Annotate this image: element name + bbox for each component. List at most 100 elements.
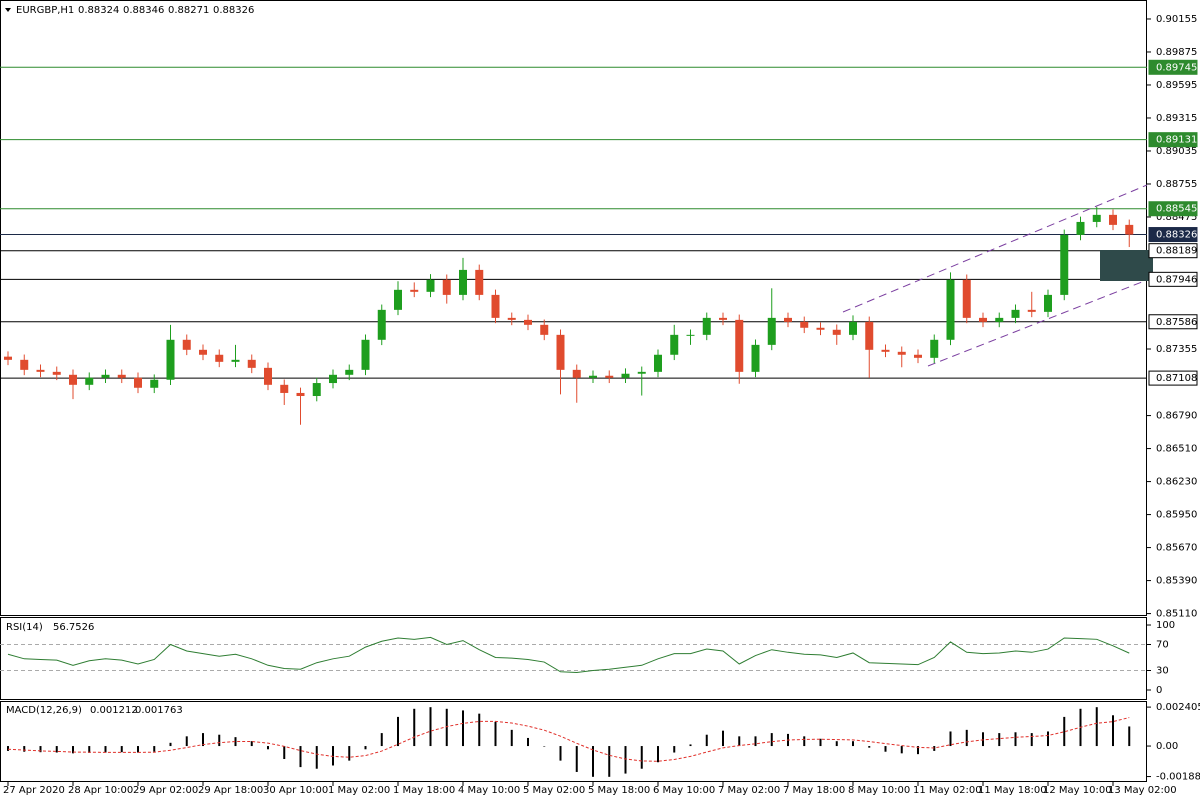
candle-body	[881, 349, 890, 352]
candle-body	[52, 371, 61, 375]
candle-body	[832, 329, 841, 335]
x-tick-label: 5 May 18:00	[588, 785, 650, 796]
macd-bar	[72, 746, 74, 754]
level-label: 0.89131	[1156, 135, 1197, 146]
candle-body	[69, 374, 77, 385]
y-tick-label: -0.001884	[1156, 772, 1200, 783]
x-tick-label: 7 May 02:00	[718, 785, 780, 796]
macd-bar	[835, 741, 838, 747]
macd-bar	[1014, 732, 1017, 747]
macd-signal	[7, 717, 1130, 762]
candle-body	[1092, 214, 1101, 222]
macd-bar	[527, 737, 529, 747]
macd-bar	[88, 746, 91, 753]
level-label-box	[1148, 243, 1198, 259]
macd-bar	[7, 746, 9, 751]
x-tick-label: 29 Apr 18:00	[198, 785, 263, 796]
macd-bar	[39, 746, 42, 753]
macd-bar	[23, 746, 26, 752]
channel-lower	[927, 279, 1148, 367]
candle-body	[117, 374, 126, 378]
macd-bar	[169, 742, 172, 747]
candle-body	[702, 317, 711, 335]
x-tick-label: 5 May 02:00	[523, 785, 585, 796]
x-tick-label: 29 Apr 02:00	[133, 785, 198, 796]
main-panel	[0, 0, 1147, 616]
candle-body	[312, 383, 321, 397]
macd-bar	[234, 737, 237, 747]
y-tick-label: 0.85670	[1156, 543, 1197, 554]
candle-body	[507, 317, 516, 320]
x-tick-label: 1 May 02:00	[328, 785, 390, 796]
candle-body	[572, 369, 581, 378]
macd-bar	[315, 746, 318, 769]
candle-body	[215, 354, 224, 362]
level-label: 0.88189	[1156, 246, 1197, 257]
macd-bar	[754, 736, 757, 747]
candle-body	[491, 294, 500, 318]
candle-body	[719, 317, 727, 320]
macd-bar	[120, 746, 123, 753]
candle-body	[621, 373, 630, 378]
macd-bar	[1047, 731, 1049, 747]
candle-body	[475, 269, 484, 295]
candle-body	[410, 289, 419, 292]
macd-bar	[770, 733, 773, 747]
macd-bar	[900, 746, 903, 754]
level-label-box	[1148, 132, 1198, 148]
macd-title: MACD(12,26,9)	[6, 705, 82, 716]
x-tick-label: 4 May 10:00	[458, 785, 520, 796]
x-tick-label: 11 May 18:00	[978, 785, 1047, 796]
candle-body	[1060, 234, 1069, 295]
candle-body	[345, 369, 354, 375]
y-tick-label: 0.85110	[1156, 609, 1197, 620]
y-tick-label: 0.87355	[1156, 344, 1197, 355]
y-tick-label: 0.88475	[1156, 212, 1197, 223]
macd-bar	[1030, 733, 1033, 747]
channel-upper	[842, 184, 1148, 313]
candle-body	[735, 319, 744, 372]
macd-bar	[104, 746, 107, 753]
macd-value: 0.001212	[90, 705, 138, 716]
y-tick-label: 0.89315	[1156, 113, 1197, 124]
candle-body	[264, 367, 272, 385]
macd-bar	[624, 746, 627, 774]
macd-bar	[55, 746, 58, 753]
macd-bar	[884, 746, 887, 752]
candle-body	[166, 339, 175, 380]
candle-body	[767, 317, 776, 345]
macd-bar	[1112, 715, 1114, 747]
y-tick-label: 0.86230	[1156, 477, 1197, 488]
level-label-box	[1148, 59, 1198, 75]
levels	[0, 66, 1147, 379]
candle-body	[377, 309, 386, 340]
candle-body	[85, 377, 94, 385]
candle-body	[4, 356, 12, 360]
macd-bar	[998, 733, 1001, 747]
macd-bar	[965, 729, 968, 747]
macd-bar	[803, 736, 806, 747]
candle-body	[134, 377, 142, 388]
x-tick-label: 12 May 10:00	[1043, 785, 1112, 796]
macd-bar	[868, 746, 871, 748]
x-tick-label: 7 May 18:00	[783, 785, 845, 796]
candle-body	[36, 369, 45, 372]
level-label-box	[1148, 227, 1198, 243]
candle-body	[556, 334, 565, 370]
ohlc-value: 0.88326	[213, 5, 254, 16]
candle-body	[150, 379, 159, 388]
level-label: 0.87586	[1156, 317, 1197, 328]
macd-bar	[218, 734, 221, 747]
candle-body	[1011, 309, 1020, 318]
candle-body	[979, 317, 987, 322]
ohlc-value: 0.88271	[168, 5, 209, 16]
candle-body	[686, 334, 695, 336]
macd-bar	[397, 716, 399, 747]
macd-bar	[1095, 707, 1098, 747]
x-tick-label: 11 May 02:00	[913, 785, 982, 796]
macd-bar	[202, 733, 204, 747]
macd-bar	[559, 746, 562, 761]
x-tick-label: 8 May 10:00	[848, 785, 910, 796]
